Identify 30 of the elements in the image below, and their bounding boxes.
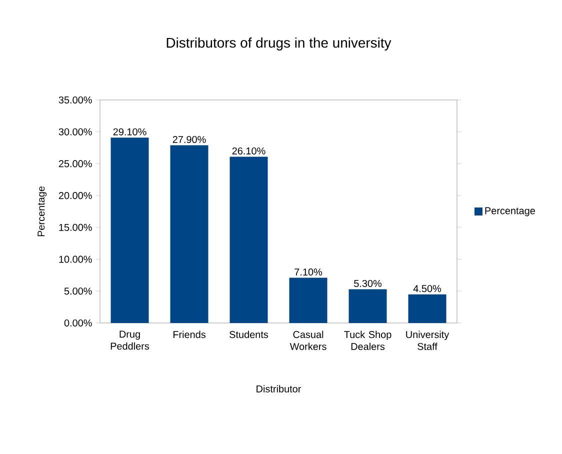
y-tick-label: 5.00% (64, 288, 92, 295)
x-tick-label: Students (230, 330, 268, 338)
data-label: 26.10% (232, 147, 266, 154)
x-tick-label: Casual Workers (290, 330, 326, 350)
y-tick-label: 10.00% (59, 256, 92, 263)
y-axis-title: Percentage (38, 186, 47, 236)
bar (348, 289, 387, 323)
x-tick-label: Friends (173, 330, 206, 338)
bar (289, 278, 328, 323)
bar (408, 294, 446, 323)
y-tick-label: 30.00% (58, 128, 92, 136)
data-label: 29.10% (113, 128, 146, 136)
y-tick-label: 25.00% (58, 160, 92, 168)
data-label: 4.50% (413, 285, 442, 292)
data-label: 27.90% (172, 136, 206, 144)
x-axis-title: Distributor (256, 385, 302, 392)
bar (110, 138, 149, 323)
chart-title: Distributors of drugs in the university (166, 37, 392, 50)
data-label: 7.10% (294, 268, 322, 276)
bar (230, 156, 268, 323)
x-tick-label: Tuck Shop Dealers (344, 330, 392, 350)
x-tick-label: University Staff (406, 330, 450, 350)
y-tick-label: 15.00% (59, 224, 92, 231)
legend-label: Percentage (485, 207, 535, 216)
bar (170, 145, 208, 323)
y-tick-label: 35.00% (58, 96, 92, 104)
y-tick-label: 0.00% (64, 319, 92, 327)
data-label: 5.30% (354, 280, 382, 288)
y-tick-label: 20.00% (58, 192, 92, 200)
x-tick-label: Drug Peddlers (110, 330, 150, 350)
